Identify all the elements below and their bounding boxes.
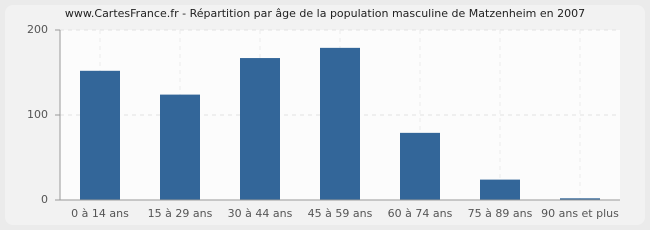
x-tick-label: 75 à 89 ans xyxy=(468,207,533,220)
bar xyxy=(400,132,440,200)
x-tick-label: 30 à 44 ans xyxy=(228,207,293,220)
y-tick-label: 200 xyxy=(27,23,48,36)
chart-title: www.CartesFrance.fr - Répartition par âg… xyxy=(65,7,585,20)
bar xyxy=(240,58,280,200)
x-tick-label: 15 à 29 ans xyxy=(148,207,213,220)
bar xyxy=(560,198,600,200)
x-tick-label: 60 à 74 ans xyxy=(388,207,453,220)
x-tick-label: 45 à 59 ans xyxy=(308,207,373,220)
bar xyxy=(480,179,520,200)
y-tick-label: 0 xyxy=(41,193,48,206)
bar xyxy=(160,94,200,200)
y-tick-label: 100 xyxy=(27,108,48,121)
x-tick-label: 90 ans et plus xyxy=(541,207,619,220)
bar xyxy=(320,47,360,200)
bar xyxy=(80,70,120,200)
x-tick-label: 0 à 14 ans xyxy=(71,207,129,220)
chart: www.CartesFrance.fr - Répartition par âg… xyxy=(0,0,650,230)
